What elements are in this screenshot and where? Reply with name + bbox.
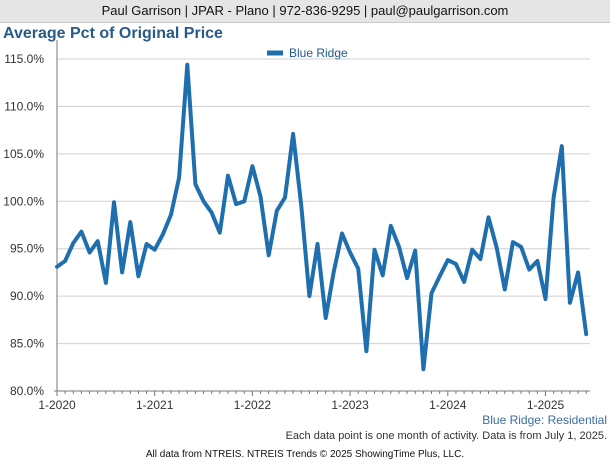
x-tick-label: 1-2021 [136,398,174,412]
x-tick-label: 1-2024 [429,398,467,412]
axes [54,40,590,396]
y-tick-label: 100.0% [3,194,44,208]
region-label: Blue Ridge: Residential [482,413,607,427]
y-tick-label: 90.0% [10,289,44,303]
line-chart: 80.0% 85.0% 90.0% 95.0% 100.0% 105.0% 110.0% 11… [3,40,590,412]
source-attribution: All data from NTREIS. NTREIS Trends © 20… [145,449,465,460]
y-tick-label: 115.0% [4,52,44,66]
x-tick-label: 1-2022 [234,398,272,412]
y-tick-label: 105.0% [3,147,44,161]
y-tick-label: 80.0% [10,384,44,398]
x-tick-label: 1-2020 [38,398,76,412]
x-tick-labels: 1-2020 1-2021 1-2022 1-2023 1-2024 1-2025 [38,398,564,412]
x-tick-label: 1-2023 [331,398,369,412]
y-tick-labels: 80.0% 85.0% 90.0% 95.0% 100.0% 105.0% 110.0% 11… [3,52,44,398]
y-tick-label: 85.0% [10,337,44,351]
y-tick-label: 110.0% [4,99,44,113]
contact-header: Paul Garrison | JPAR - Plano | 972-836-9… [0,0,610,23]
legend: Blue Ridge [267,46,348,60]
y-tick-label: 95.0% [10,242,44,256]
x-tick-label: 1-2025 [527,398,565,412]
legend-label: Blue Ridge [289,46,348,60]
series-lines [55,62,589,372]
chart-title: Average Pct of Original Price [3,25,223,42]
series-line [55,62,589,372]
footnote: Each data point is one month of activity… [285,430,607,442]
